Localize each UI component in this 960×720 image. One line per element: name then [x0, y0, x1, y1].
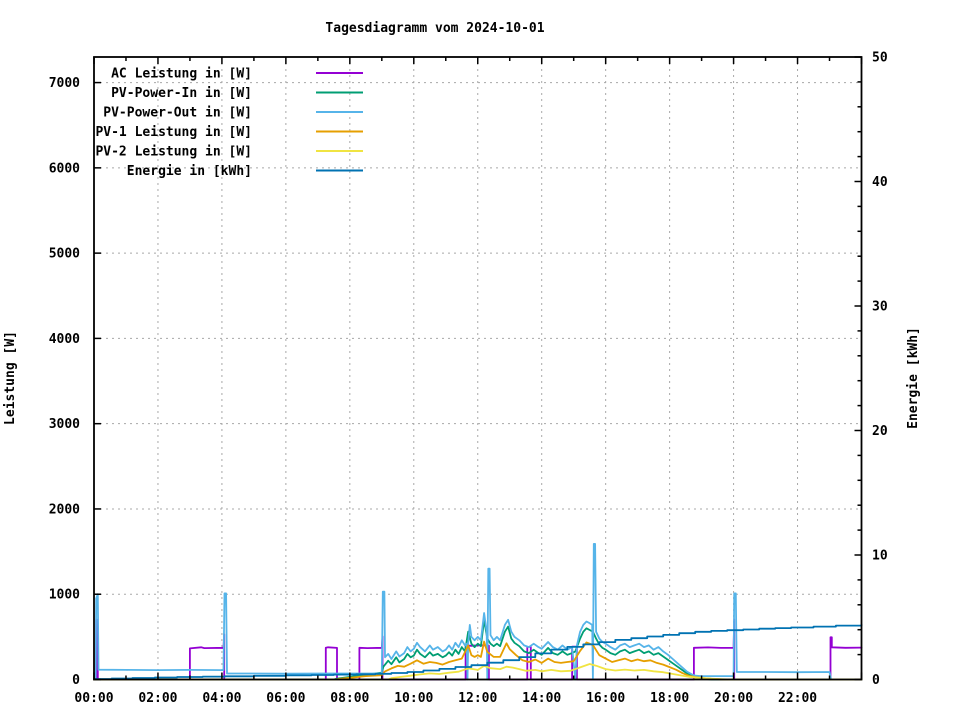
axes — [93, 56, 863, 681]
y-left-tick-label: 2000 — [49, 502, 80, 517]
y-left-tick-label: 4000 — [49, 332, 80, 347]
y-right-tick-label: 30 — [872, 300, 888, 315]
legend-label: Energie in [kWh] — [127, 164, 252, 179]
y-left-tick-label: 5000 — [49, 247, 80, 262]
y-left-tick-label: 3000 — [49, 417, 80, 432]
legend-label: AC Leistung in [W] — [111, 67, 252, 82]
y-right-tick-label: 40 — [872, 175, 888, 190]
y-left-tick-label: 7000 — [49, 76, 80, 91]
series-line-4 — [93, 640, 863, 681]
y-right-tick-label: 50 — [872, 51, 888, 66]
y-left-tick-label: 0 — [72, 673, 80, 688]
legend-label: PV-2 Leistung in [W] — [95, 145, 252, 160]
x-tick-label: 16:00 — [586, 691, 625, 706]
grid-lines — [94, 57, 862, 680]
x-tick-label: 08:00 — [330, 691, 369, 706]
x-tick-label: 20:00 — [714, 691, 753, 706]
legend-label: PV-Power-Out in [W] — [103, 106, 252, 121]
x-tick-label: 06:00 — [266, 691, 305, 706]
y-right-tick-label: 10 — [872, 549, 888, 564]
x-tick-label: 02:00 — [138, 691, 177, 706]
y-right-tick-label: 0 — [872, 673, 880, 688]
series-line-3 — [93, 543, 863, 681]
series-line-5 — [93, 663, 863, 681]
y-left-tick-label: 6000 — [49, 161, 80, 176]
x-tick-label: 04:00 — [202, 691, 241, 706]
x-tick-label: 12:00 — [458, 691, 497, 706]
x-tick-label: 14:00 — [522, 691, 561, 706]
series-line-2 — [93, 618, 863, 681]
left-axis-label: Leistung [W] — [3, 331, 18, 425]
x-tick-label: 22:00 — [778, 691, 817, 706]
y-left-tick-label: 1000 — [49, 588, 80, 603]
legend-label: PV-Power-In in [W] — [111, 86, 252, 101]
chart-title: Tagesdiagramm vom 2024-10-01 — [325, 21, 544, 36]
x-tick-label: 00:00 — [74, 691, 113, 706]
right-axis-label: Energie [kWh] — [906, 327, 921, 429]
legend: AC Leistung in [W] PV-Power-In in [W] PV-P… — [95, 67, 363, 179]
data-series — [93, 543, 863, 681]
legend-label: PV-1 Leistung in [W] — [95, 125, 252, 140]
tick-labels: 00:00 02:00 04:00 06:00 08:00 10:00 12:00 14:00… — [49, 51, 888, 707]
x-tick-label: 10:00 — [394, 691, 433, 706]
y-right-tick-label: 20 — [872, 424, 888, 439]
x-tick-label: 18:00 — [650, 691, 689, 706]
